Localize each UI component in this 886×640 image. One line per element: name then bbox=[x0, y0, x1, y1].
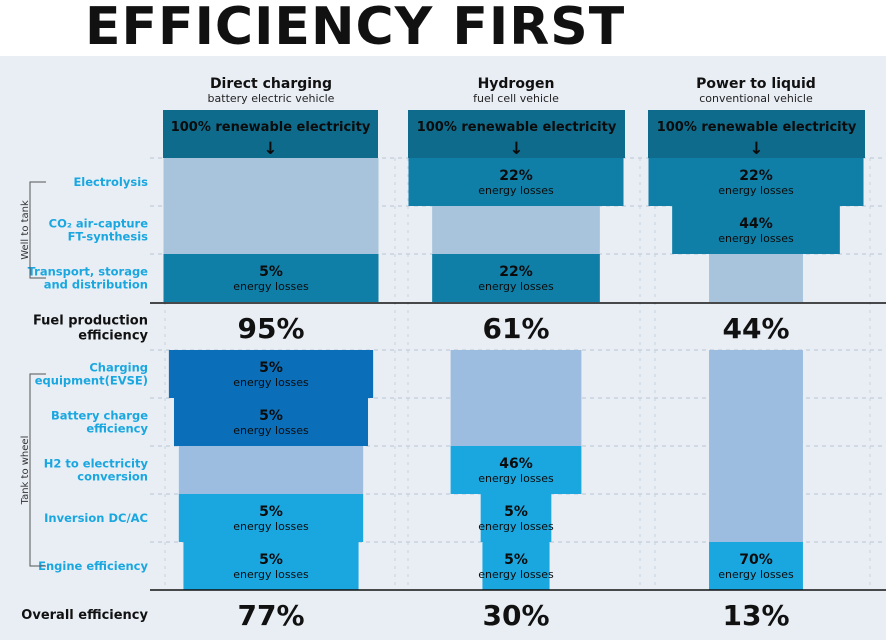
row-label: and distribution bbox=[44, 278, 148, 292]
flow-bar bbox=[163, 254, 379, 302]
summary-value: 44% bbox=[722, 312, 789, 345]
flow-bar bbox=[178, 446, 364, 494]
page-title: EFFICIENCY FIRST bbox=[85, 0, 626, 57]
column-header-subtitle: battery electric vehicle bbox=[208, 92, 335, 105]
loss-text: energy losses bbox=[478, 280, 554, 293]
loss-text: energy losses bbox=[718, 184, 794, 197]
loss-text: energy losses bbox=[478, 520, 554, 533]
row-label: Electrolysis bbox=[73, 175, 148, 189]
loss-value: 22% bbox=[499, 168, 533, 184]
flow-bar bbox=[163, 158, 379, 206]
loss-text: energy losses bbox=[478, 568, 554, 581]
loss-text: energy losses bbox=[233, 376, 309, 389]
summary-label: efficiency bbox=[78, 329, 148, 344]
loss-value: 5% bbox=[504, 504, 528, 520]
flow-bar bbox=[709, 350, 803, 398]
efficiency-chart: Direct charging battery electric vehicle H… bbox=[0, 56, 886, 640]
flow-bar bbox=[408, 158, 624, 206]
source-box-arrow: ↓ bbox=[509, 139, 523, 159]
loss-value: 5% bbox=[259, 408, 283, 424]
loss-value: 44% bbox=[739, 216, 773, 232]
flow-bar bbox=[709, 446, 803, 494]
flow-bar bbox=[480, 494, 552, 542]
summary-value: 95% bbox=[237, 312, 304, 345]
summary-value: 77% bbox=[237, 599, 304, 632]
row-label: CO₂ air-capture bbox=[49, 217, 149, 231]
flow-bar bbox=[168, 350, 374, 398]
group-bracket bbox=[29, 181, 46, 279]
flow-bar bbox=[450, 398, 582, 446]
loss-value: 5% bbox=[259, 360, 283, 376]
flow-bar bbox=[709, 494, 803, 542]
loss-value: 5% bbox=[259, 264, 283, 280]
group-label: Well to tank bbox=[20, 200, 31, 260]
flow-bar bbox=[672, 206, 840, 254]
flow-bar bbox=[709, 542, 803, 590]
source-box-label: 100% renewable electricity bbox=[657, 120, 857, 135]
loss-value: 22% bbox=[739, 168, 773, 184]
column-header-name: Power to liquid bbox=[696, 76, 816, 92]
loss-value: 22% bbox=[499, 264, 533, 280]
row-label: Charging bbox=[89, 361, 148, 375]
row-label: equipment(EVSE) bbox=[35, 374, 148, 388]
loss-text: energy losses bbox=[718, 232, 794, 245]
flow-bar bbox=[482, 542, 550, 590]
column-header-name: Hydrogen bbox=[478, 76, 555, 92]
flow-bar bbox=[163, 206, 379, 254]
source-box-arrow: ↓ bbox=[263, 139, 277, 159]
row-label: Engine efficiency bbox=[38, 559, 148, 573]
summary-label: Fuel production bbox=[33, 314, 148, 329]
flow-bar bbox=[178, 494, 364, 542]
flow-bar bbox=[709, 254, 803, 302]
loss-text: energy losses bbox=[233, 280, 309, 293]
summary-value: 13% bbox=[722, 599, 789, 632]
row-label: efficiency bbox=[86, 422, 148, 436]
summary-value: 30% bbox=[482, 599, 549, 632]
flow-bar bbox=[709, 398, 803, 446]
source-box-label: 100% renewable electricity bbox=[171, 120, 371, 135]
row-label: FT-synthesis bbox=[68, 230, 149, 244]
loss-value: 70% bbox=[739, 552, 773, 568]
flow-bar bbox=[432, 206, 600, 254]
source-box-arrow: ↓ bbox=[749, 139, 763, 159]
flow-bar bbox=[648, 158, 864, 206]
flow-bar bbox=[183, 542, 359, 590]
row-label: Transport, storage bbox=[28, 265, 149, 279]
source-box bbox=[408, 110, 625, 158]
group-bracket bbox=[29, 373, 46, 567]
source-box bbox=[648, 110, 865, 158]
column-header-subtitle: fuel cell vehicle bbox=[473, 92, 559, 105]
loss-text: energy losses bbox=[233, 568, 309, 581]
header-bar: EFFICIENCY FIRST bbox=[0, 0, 886, 57]
loss-value: 5% bbox=[259, 504, 283, 520]
row-label: H2 to electricity bbox=[44, 457, 149, 471]
group-label: Tank to wheel bbox=[20, 436, 31, 506]
loss-text: energy losses bbox=[233, 424, 309, 437]
loss-text: energy losses bbox=[478, 472, 554, 485]
summary-value: 61% bbox=[482, 312, 549, 345]
loss-text: energy losses bbox=[233, 520, 309, 533]
flow-bar bbox=[173, 398, 369, 446]
source-box bbox=[163, 110, 378, 158]
row-label: conversion bbox=[77, 470, 148, 484]
row-label: Inversion DC/AC bbox=[44, 511, 148, 525]
loss-value: 5% bbox=[259, 552, 283, 568]
loss-text: energy losses bbox=[718, 568, 794, 581]
source-box-label: 100% renewable electricity bbox=[417, 120, 617, 135]
loss-value: 46% bbox=[499, 456, 533, 472]
flow-bar bbox=[450, 350, 582, 398]
flow-bar bbox=[450, 446, 582, 494]
summary-label: Overall efficiency bbox=[21, 608, 148, 623]
flow-bar bbox=[432, 254, 600, 302]
column-header-subtitle: conventional vehicle bbox=[699, 92, 813, 105]
column-header-name: Direct charging bbox=[210, 76, 332, 92]
loss-text: energy losses bbox=[478, 184, 554, 197]
loss-value: 5% bbox=[504, 552, 528, 568]
row-label: Battery charge bbox=[51, 409, 148, 423]
